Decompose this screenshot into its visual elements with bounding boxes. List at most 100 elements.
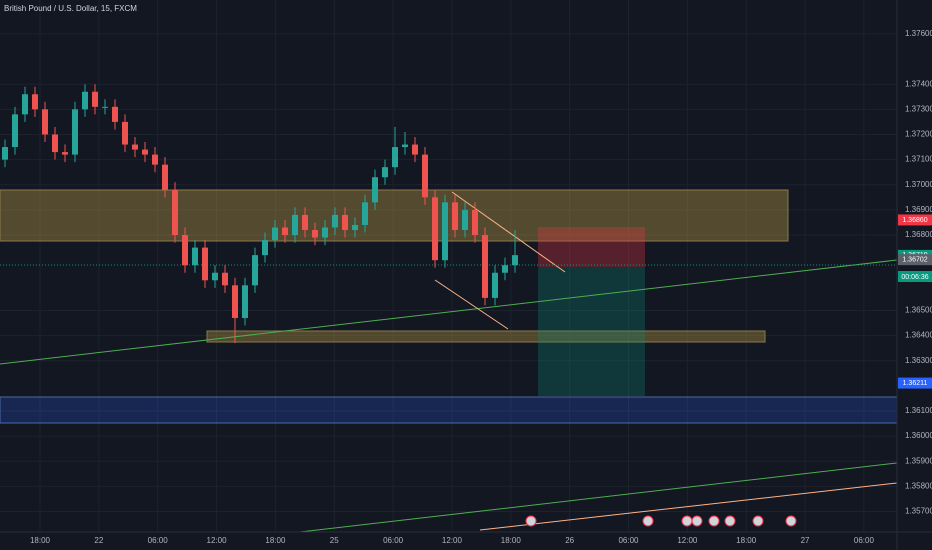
event-icon[interactable] [724, 515, 736, 527]
x-tick-label: 22 [94, 536, 103, 545]
x-tick-label: 18:00 [501, 536, 522, 545]
candle-body [92, 91, 98, 107]
candle-body [172, 189, 178, 236]
candle-body [62, 152, 68, 155]
candle-body [502, 265, 508, 273]
candle-body [52, 134, 58, 153]
candle-body [432, 197, 438, 261]
trendline[interactable] [0, 259, 898, 365]
y-tick-label: 1.36400 [905, 331, 932, 340]
candle-body [222, 272, 228, 286]
chart-title: British Pound / U.S. Dollar, 15, FXCM [4, 4, 137, 13]
candle-body [422, 154, 428, 198]
event-icon[interactable] [681, 515, 693, 527]
candle-body [102, 106, 108, 108]
y-tick-label: 1.35900 [905, 456, 932, 465]
candle-body [242, 285, 248, 318]
candle-body [202, 247, 208, 281]
x-tick-label: 06:00 [854, 536, 875, 545]
x-tick-label: 18:00 [30, 536, 51, 545]
axes: 1.37600 1.37400 1.37300 1.37200 1.37100 1.370… [30, 29, 932, 545]
position-target[interactable] [538, 267, 645, 396]
candle-body [292, 214, 298, 236]
y-tick-label: 1.35700 [905, 507, 932, 516]
event-icon[interactable] [708, 515, 720, 527]
demand-zone[interactable] [0, 396, 898, 424]
candle-body [192, 247, 198, 266]
x-tick-label: 12:00 [442, 536, 463, 545]
y-tick-label: 1.36000 [905, 431, 932, 440]
candle-body [452, 202, 458, 231]
price-tag [898, 254, 932, 266]
x-tick-label: 25 [330, 536, 339, 545]
candle-body [392, 147, 398, 168]
candle-body [272, 227, 278, 241]
price-tag-label: 1.36860 [902, 217, 927, 224]
candle-body [152, 154, 158, 165]
trendline[interactable] [299, 462, 898, 533]
y-tick-label: 1.35800 [905, 482, 932, 491]
candle-body [112, 106, 118, 122]
candle-body [22, 94, 28, 115]
candle-body [252, 255, 258, 286]
event-icon[interactable] [691, 515, 703, 527]
candle-body [32, 94, 38, 110]
x-tick-label: 06:00 [148, 536, 169, 545]
event-icon[interactable] [525, 515, 537, 527]
trendline[interactable] [479, 482, 898, 531]
y-tick-label: 1.36800 [905, 230, 932, 239]
x-tick-label: 12:00 [677, 536, 698, 545]
candle-body [352, 224, 358, 231]
candle-body [382, 167, 388, 178]
x-tick-label: 18:00 [736, 536, 757, 545]
candle-body [372, 177, 378, 203]
channel-line[interactable] [451, 191, 566, 273]
candle-body [282, 227, 288, 236]
x-tick-label: 27 [801, 536, 810, 545]
candle-body [182, 235, 188, 266]
y-tick-label: 1.37000 [905, 180, 932, 189]
channel-line[interactable] [434, 279, 509, 330]
grid [0, 0, 897, 532]
candle-body [262, 240, 268, 256]
position-stop[interactable] [538, 227, 645, 267]
x-tick-label: 06:00 [618, 536, 639, 545]
y-tick-label: 1.37300 [905, 104, 932, 113]
candle-body [232, 285, 238, 318]
candle-body [362, 202, 368, 225]
event-icon[interactable] [642, 515, 654, 527]
x-tick-label: 06:00 [383, 536, 404, 545]
candle-body [142, 149, 148, 155]
y-tick-label: 1.36500 [905, 306, 932, 315]
candle-body [122, 121, 128, 145]
candle-body [472, 209, 478, 236]
candle-body [212, 272, 218, 281]
candle-body [42, 109, 48, 135]
y-tick-label: 1.37600 [905, 29, 932, 38]
event-icons [525, 515, 797, 527]
price-tag [898, 214, 932, 226]
candle-body [342, 214, 348, 231]
y-tick-label: 1.37400 [905, 79, 932, 88]
candle-body [322, 227, 328, 238]
x-tick-label: 18:00 [265, 536, 286, 545]
resistance-zone[interactable] [0, 189, 789, 242]
event-icon[interactable] [785, 515, 797, 527]
countdown-tag [898, 271, 932, 282]
price-tag-label: 1.36211 [903, 380, 928, 387]
y-tick-label: 1.36900 [905, 205, 932, 214]
candle-body [312, 230, 318, 238]
x-tick-label: 26 [565, 536, 574, 545]
countdown: 00:06:36 [901, 274, 928, 281]
y-tick-label: 1.36300 [905, 356, 932, 365]
support-zone[interactable] [206, 330, 766, 343]
price-tag-label: 1.36702 [902, 257, 927, 264]
candle-body [402, 144, 408, 148]
candles [2, 84, 518, 344]
event-icon[interactable] [752, 515, 764, 527]
candle-body [132, 144, 138, 150]
candle-body [512, 255, 518, 266]
candle-body [492, 272, 498, 298]
